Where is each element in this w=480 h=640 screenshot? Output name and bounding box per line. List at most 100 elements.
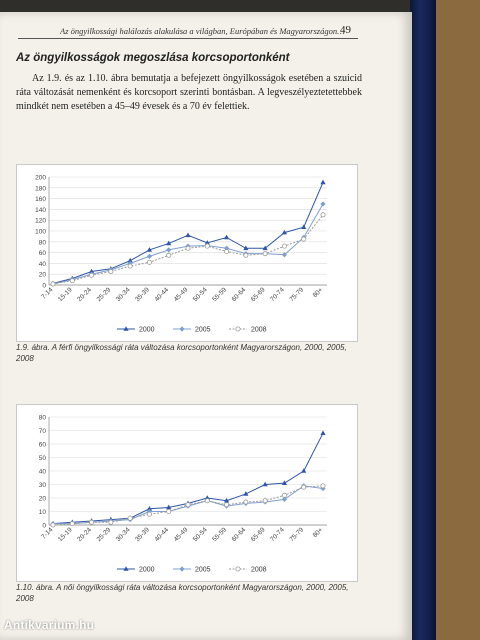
figure-caption-1-10: 1.10. ábra. A női öngyilkossági ráta vál…	[16, 583, 349, 603]
legend-marker-2000	[123, 566, 129, 571]
y-tick-label: 50	[39, 455, 47, 462]
x-tick-label: 40-44	[153, 526, 170, 543]
legend-label-2000: 2000	[139, 327, 155, 334]
x-tick-label: 60-64	[231, 286, 248, 303]
data-point-2000	[166, 240, 172, 246]
data-point-2008	[301, 484, 307, 490]
desk-surface	[436, 0, 480, 640]
data-point-2008	[69, 278, 75, 284]
legend-label-2005: 2005	[195, 567, 211, 574]
data-point-2000	[146, 506, 153, 511]
data-point-2000	[320, 179, 326, 185]
background-top	[0, 0, 480, 14]
x-tick-label: 55-59	[211, 286, 228, 303]
data-point-2008	[243, 499, 249, 505]
x-tick-label: 70-74	[269, 286, 286, 303]
legend-marker-2008	[235, 326, 241, 332]
y-tick-label: 80	[39, 239, 47, 246]
data-point-2008	[50, 522, 56, 528]
data-point-2008	[281, 492, 287, 498]
x-tick-label: 75-79	[288, 286, 305, 303]
data-point-2000	[281, 480, 288, 485]
data-point-2008	[204, 243, 210, 249]
data-point-2005	[166, 247, 172, 253]
data-point-2008	[166, 252, 172, 258]
data-point-2008	[69, 521, 75, 527]
data-point-2008	[146, 259, 152, 265]
x-tick-label: 35-39	[134, 286, 151, 303]
watermark-logo: Antikvarium.hu	[4, 618, 95, 632]
y-tick-label: 0	[42, 283, 46, 290]
x-tick-label: 55-59	[211, 526, 228, 543]
running-head: Az öngyilkossági halálozás alakulása a v…	[60, 26, 345, 36]
data-point-2008	[127, 515, 133, 521]
y-tick-label: 40	[39, 469, 47, 476]
y-tick-label: 200	[35, 175, 46, 182]
x-tick-label: 80+	[312, 526, 325, 539]
book-cover-edge	[410, 0, 436, 640]
data-point-2000	[262, 481, 268, 487]
data-point-2008	[146, 511, 152, 517]
data-point-2008	[108, 269, 114, 275]
data-point-2005	[146, 253, 153, 259]
x-tick-label: 80+	[312, 286, 325, 299]
y-tick-label: 10	[39, 509, 47, 516]
x-tick-label: 30-34	[115, 286, 132, 303]
x-tick-label: 35-39	[134, 526, 151, 543]
data-point-2008	[108, 519, 114, 525]
data-point-2008	[204, 498, 210, 504]
data-point-2000	[281, 229, 288, 235]
y-tick-label: 140	[35, 207, 46, 214]
x-tick-label: 20-24	[76, 526, 93, 543]
page-number: 49	[340, 24, 351, 36]
data-point-2008	[127, 263, 133, 269]
data-point-2000	[223, 234, 230, 240]
data-point-2000	[243, 245, 249, 251]
series-line-2000	[52, 432, 324, 525]
x-tick-label: 50-54	[192, 526, 209, 543]
y-tick-label: 60	[39, 250, 47, 257]
legend-marker-2005	[179, 326, 185, 332]
data-point-2000	[301, 224, 307, 230]
data-point-2000	[166, 504, 172, 510]
y-tick-label: 70	[39, 428, 47, 435]
x-tick-label: 25-29	[96, 286, 113, 303]
section-title: Az öngyilkosságok megoszlása korcsoporto…	[16, 52, 290, 64]
x-tick-label: 25-29	[96, 526, 113, 543]
y-tick-label: 80	[39, 415, 47, 422]
legend-marker-2005	[179, 566, 185, 572]
data-point-2008	[281, 243, 287, 249]
y-tick-label: 30	[39, 482, 47, 489]
data-point-2008	[185, 245, 191, 251]
legend-label-2008: 2008	[251, 327, 267, 334]
data-point-2008	[301, 236, 307, 242]
header-rule	[18, 38, 358, 39]
data-point-2005	[281, 252, 288, 258]
data-point-2008	[262, 251, 268, 257]
series-line-2008	[52, 214, 324, 285]
x-tick-label: 65-69	[250, 526, 267, 543]
legend-marker-2000	[123, 326, 129, 331]
data-point-2008	[320, 483, 326, 489]
data-point-2008	[166, 509, 172, 515]
y-tick-label: 0	[42, 523, 46, 530]
data-point-2005	[320, 201, 326, 207]
legend-label-2000: 2000	[139, 567, 155, 574]
data-point-2000	[88, 268, 95, 274]
x-tick-label: 30-34	[115, 526, 132, 543]
data-point-2000	[320, 430, 326, 435]
x-tick-label: 40-44	[153, 286, 170, 303]
x-tick-label: 15-19	[57, 286, 74, 303]
x-tick-label: 45-49	[173, 286, 190, 303]
x-tick-label: 70-74	[269, 526, 286, 543]
data-point-2008	[89, 519, 95, 525]
data-point-2000	[146, 247, 153, 252]
data-point-2008	[262, 498, 268, 504]
x-tick-label: 15-19	[57, 526, 74, 543]
y-tick-label: 180	[35, 185, 46, 192]
data-point-2008	[89, 272, 95, 278]
x-tick-label: 75-79	[288, 526, 305, 543]
book-page: Az öngyilkossági halálozás alakulása a v…	[0, 12, 412, 640]
data-point-2000	[185, 232, 191, 238]
